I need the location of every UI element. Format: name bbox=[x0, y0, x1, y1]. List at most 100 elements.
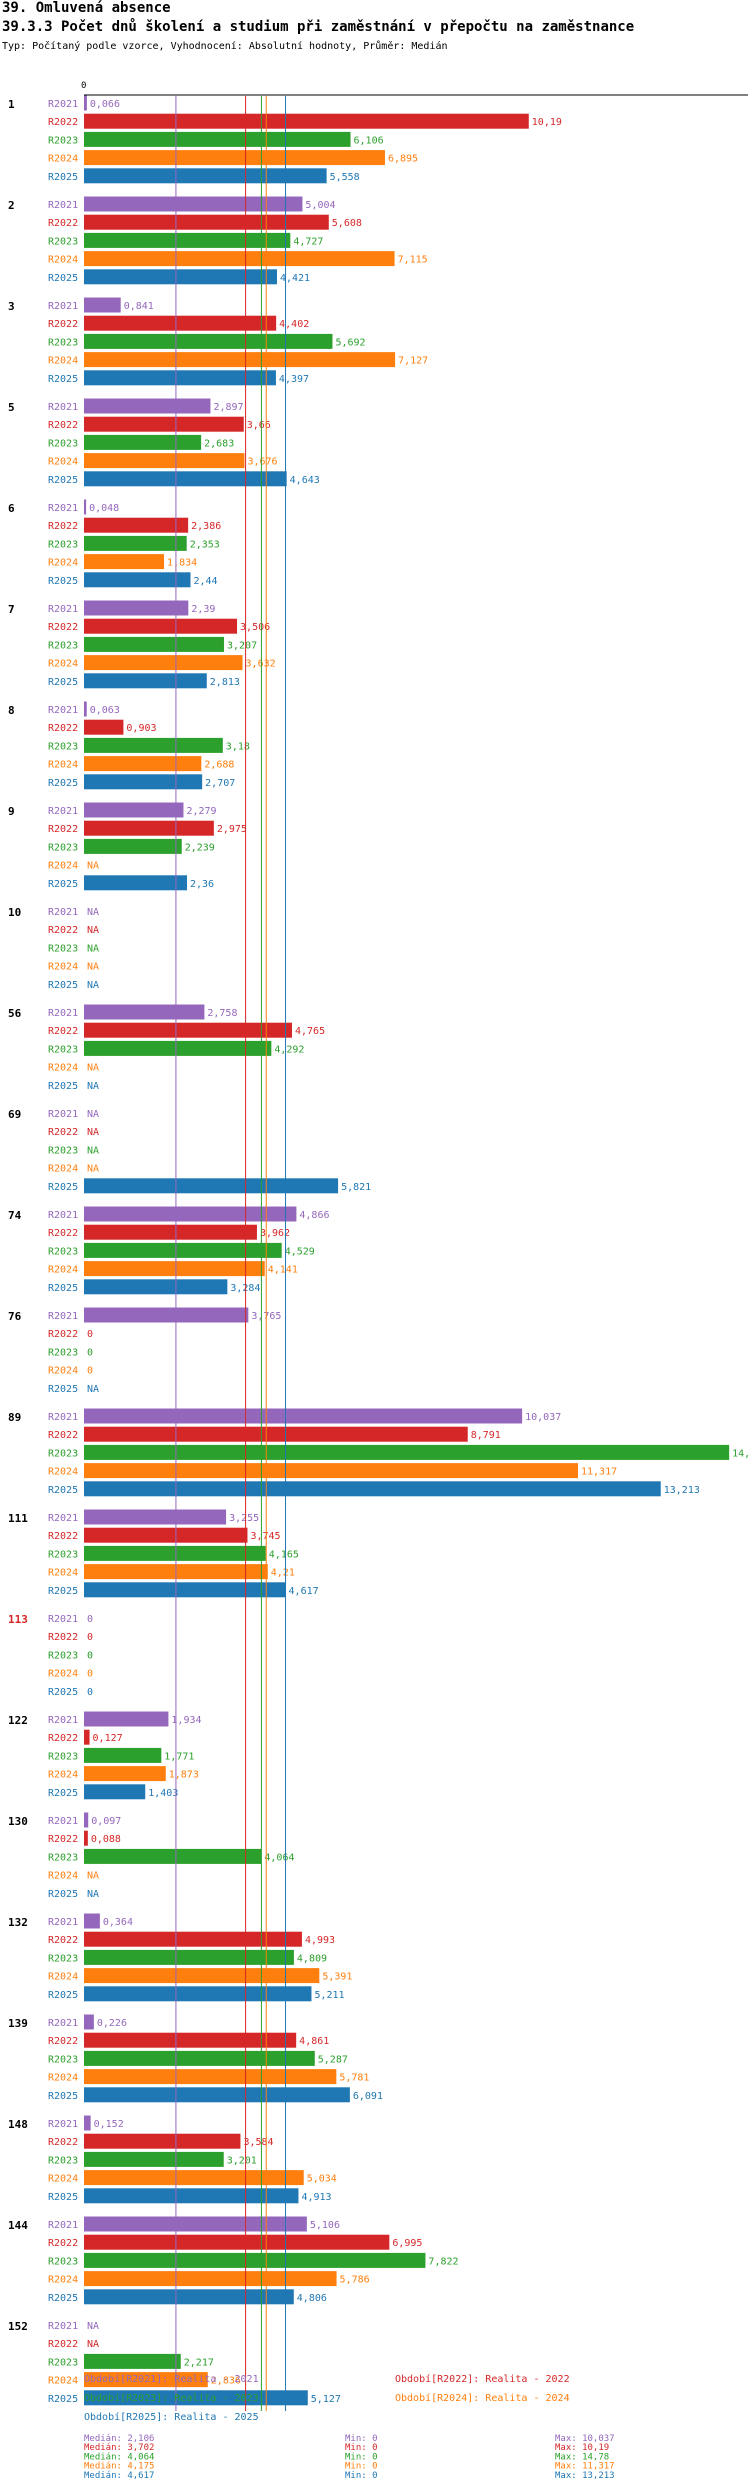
data-label-9-R2021: 2,279 bbox=[186, 806, 216, 817]
bar-122-R2021 bbox=[84, 1711, 169, 1727]
data-label-1-R2025: 5,558 bbox=[330, 172, 360, 183]
data-label-152-R2023: 2,217 bbox=[184, 2357, 214, 2368]
series-label-5-R2025: R2025 bbox=[48, 475, 78, 486]
series-label-6-R2022: R2022 bbox=[48, 521, 78, 532]
data-label-8-R2022: 0,903 bbox=[126, 723, 156, 734]
bar-56-R2022 bbox=[84, 1022, 292, 1038]
data-label-10-R2022: NA bbox=[87, 925, 99, 936]
data-label-130-R2024: NA bbox=[87, 1871, 99, 1882]
data-label-139-R2022: 4,861 bbox=[299, 2036, 329, 2047]
series-label-56-R2025: R2025 bbox=[48, 1081, 78, 1092]
series-label-7-R2022: R2022 bbox=[48, 622, 78, 633]
series-label-148-R2023: R2023 bbox=[48, 2155, 78, 2166]
data-label-6-R2022: 2,386 bbox=[191, 521, 221, 532]
series-label-148-R2024: R2024 bbox=[48, 2174, 78, 2185]
bar-7-R2024 bbox=[84, 655, 243, 671]
bar-89-R2024 bbox=[84, 1463, 578, 1479]
group-label-89: 89 bbox=[8, 1411, 21, 1424]
series-label-139-R2021: R2021 bbox=[48, 2018, 78, 2029]
data-label-2-R2025: 4,421 bbox=[280, 273, 310, 284]
series-label-139-R2022: R2022 bbox=[48, 2036, 78, 2047]
series-label-8-R2024: R2024 bbox=[48, 760, 78, 771]
bar-7-R2021 bbox=[84, 600, 189, 616]
data-label-56-R2025: NA bbox=[87, 1081, 99, 1092]
data-label-74-R2024: 4,141 bbox=[268, 1265, 298, 1276]
series-label-9-R2023: R2023 bbox=[48, 842, 78, 853]
series-label-5-R2022: R2022 bbox=[48, 420, 78, 431]
series-label-8-R2022: R2022 bbox=[48, 723, 78, 734]
data-label-122-R2024: 1,873 bbox=[169, 1770, 199, 1781]
group-label-148: 148 bbox=[8, 2118, 28, 2131]
series-label-1-R2022: R2022 bbox=[48, 117, 78, 128]
stat-min-R2022: Min: 0 bbox=[345, 2443, 378, 2453]
data-label-10-R2021: NA bbox=[87, 907, 99, 918]
group-label-130: 130 bbox=[8, 1815, 28, 1828]
group-label-3: 3 bbox=[8, 300, 15, 313]
data-label-2-R2022: 5,608 bbox=[332, 218, 362, 229]
stat-min-R2024: Min: 0 bbox=[345, 2462, 378, 2472]
series-label-111-R2022: R2022 bbox=[48, 1531, 78, 1542]
series-label-9-R2025: R2025 bbox=[48, 879, 78, 890]
bar-74-R2023 bbox=[84, 1242, 282, 1258]
bar-1-R2021 bbox=[84, 95, 87, 111]
series-label-1-R2021: R2021 bbox=[48, 99, 78, 110]
group-label-10: 10 bbox=[8, 906, 21, 919]
series-label-76-R2023: R2023 bbox=[48, 1347, 78, 1358]
series-label-3-R2023: R2023 bbox=[48, 337, 78, 348]
bar-8-R2021 bbox=[84, 701, 87, 717]
bar-3-R2024 bbox=[84, 352, 396, 368]
group-label-74: 74 bbox=[8, 1209, 22, 1222]
data-label-9-R2022: 2,975 bbox=[217, 824, 247, 835]
series-label-113-R2025: R2025 bbox=[48, 1687, 78, 1698]
series-label-8-R2025: R2025 bbox=[48, 778, 78, 789]
series-label-89-R2021: R2021 bbox=[48, 1412, 78, 1423]
series-label-3-R2022: R2022 bbox=[48, 319, 78, 330]
stat-median-R2021: Medián: 2,106 bbox=[84, 2434, 154, 2444]
series-label-6-R2023: R2023 bbox=[48, 539, 78, 550]
bar-89-R2025 bbox=[84, 1481, 661, 1497]
bar-89-R2021 bbox=[84, 1408, 523, 1424]
series-label-111-R2024: R2024 bbox=[48, 1568, 78, 1579]
data-label-56-R2023: 4,292 bbox=[274, 1044, 304, 1055]
series-label-56-R2024: R2024 bbox=[48, 1063, 78, 1074]
series-label-69-R2024: R2024 bbox=[48, 1164, 78, 1175]
data-label-56-R2022: 4,765 bbox=[295, 1026, 325, 1037]
series-label-6-R2021: R2021 bbox=[48, 503, 78, 514]
x-tick-label-0: 0 bbox=[81, 81, 86, 91]
data-label-69-R2024: NA bbox=[87, 1164, 99, 1175]
series-label-132-R2021: R2021 bbox=[48, 1917, 78, 1928]
stat-max-R2025: Max: 13,213 bbox=[555, 2471, 615, 2480]
bar-148-R2024 bbox=[84, 2170, 304, 2186]
series-label-139-R2025: R2025 bbox=[48, 2091, 78, 2102]
bar-8-R2022 bbox=[84, 719, 124, 735]
bar-5-R2023 bbox=[84, 434, 202, 450]
data-label-1-R2022: 10,19 bbox=[532, 117, 562, 128]
data-label-74-R2022: 3,962 bbox=[260, 1228, 290, 1239]
series-label-3-R2021: R2021 bbox=[48, 301, 78, 312]
bar-122-R2022 bbox=[84, 1729, 90, 1745]
bar-7-R2025 bbox=[84, 673, 207, 689]
bar-7-R2022 bbox=[84, 618, 238, 634]
data-label-148-R2024: 5,034 bbox=[307, 2174, 337, 2185]
bar-9-R2023 bbox=[84, 838, 182, 854]
bar-132-R2023 bbox=[84, 1949, 294, 1965]
bar-3-R2021 bbox=[84, 297, 121, 313]
data-label-5-R2024: 3,676 bbox=[247, 457, 277, 468]
series-label-74-R2024: R2024 bbox=[48, 1265, 78, 1276]
bar-8-R2025 bbox=[84, 774, 203, 790]
data-label-148-R2021: 0,152 bbox=[94, 2119, 124, 2130]
bar-6-R2022 bbox=[84, 517, 189, 533]
data-label-132-R2021: 0,364 bbox=[103, 1917, 133, 1928]
data-label-6-R2024: 1,834 bbox=[167, 558, 197, 569]
series-label-132-R2023: R2023 bbox=[48, 1953, 78, 1964]
data-label-76-R2023: 0 bbox=[87, 1347, 93, 1358]
series-label-76-R2021: R2021 bbox=[48, 1311, 78, 1322]
data-label-8-R2021: 0,063 bbox=[90, 705, 120, 716]
data-label-111-R2023: 4,165 bbox=[269, 1549, 299, 1560]
bar-8-R2023 bbox=[84, 737, 223, 753]
group-label-139: 139 bbox=[8, 2017, 28, 2030]
data-label-130-R2022: 0,088 bbox=[91, 1834, 121, 1845]
bar-2-R2021 bbox=[84, 196, 303, 212]
data-label-74-R2023: 4,529 bbox=[285, 1246, 315, 1257]
bar-111-R2023 bbox=[84, 1545, 266, 1561]
